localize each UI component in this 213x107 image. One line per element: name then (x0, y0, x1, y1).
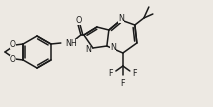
Text: F: F (133, 70, 137, 79)
Text: F: F (109, 70, 113, 79)
Text: O: O (10, 40, 16, 49)
Text: O: O (76, 16, 82, 25)
Text: N: N (85, 45, 91, 54)
Text: NH: NH (65, 39, 77, 48)
Text: O: O (10, 55, 16, 64)
Text: N: N (118, 13, 124, 22)
Text: F: F (121, 79, 125, 88)
Text: N: N (110, 42, 116, 51)
